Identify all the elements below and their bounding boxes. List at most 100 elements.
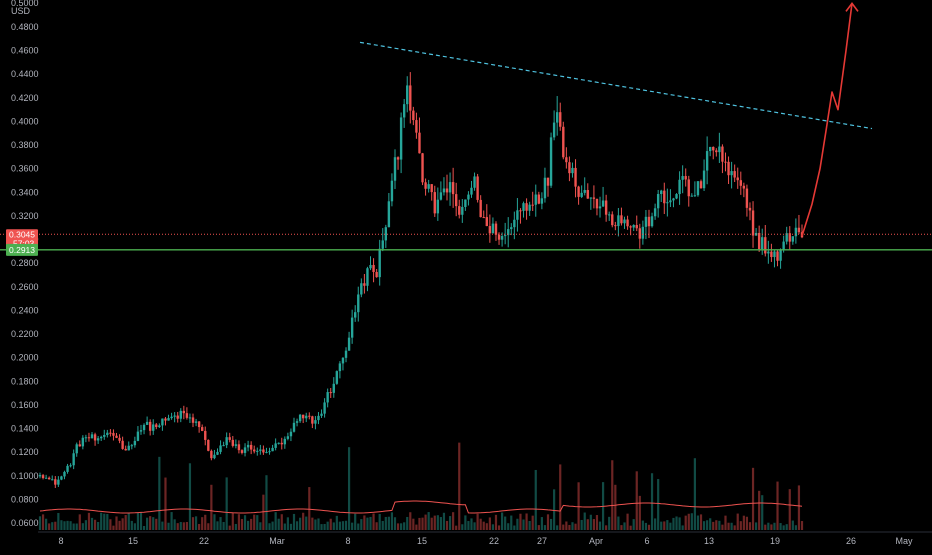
volume-bar bbox=[510, 515, 513, 530]
volume-bar bbox=[565, 521, 568, 530]
candle-body bbox=[537, 194, 541, 204]
volume-bar bbox=[78, 514, 81, 530]
candle-body bbox=[589, 197, 593, 199]
volume-bar bbox=[562, 524, 565, 530]
volume-bar bbox=[256, 515, 259, 530]
candle-body bbox=[660, 190, 663, 195]
x-tick-label: 15 bbox=[417, 536, 427, 546]
candle-body bbox=[565, 157, 568, 163]
volume-bar bbox=[586, 519, 589, 530]
candle-body bbox=[540, 198, 544, 204]
candle-body bbox=[78, 444, 81, 447]
volume-bar bbox=[198, 523, 201, 530]
y-tick-label: 0.2400 bbox=[11, 305, 39, 315]
volume-bar bbox=[742, 515, 745, 530]
volume-bar bbox=[372, 513, 375, 530]
volume-bar bbox=[758, 490, 761, 530]
candle-body bbox=[259, 449, 262, 451]
volume-bar bbox=[663, 521, 666, 530]
candle-body bbox=[130, 445, 134, 447]
volume-bar bbox=[800, 521, 804, 530]
volume-bar bbox=[381, 520, 384, 530]
candle-body bbox=[470, 187, 473, 195]
candle-body bbox=[118, 437, 121, 441]
candle-body bbox=[708, 146, 712, 152]
candle-body bbox=[396, 157, 400, 160]
x-tick-label: 19 bbox=[770, 536, 780, 546]
volume-bar bbox=[142, 526, 146, 530]
candle-body bbox=[727, 161, 730, 176]
volume-bar bbox=[90, 517, 94, 530]
candle-body bbox=[702, 170, 706, 189]
volume-bar bbox=[654, 518, 657, 530]
volume-bar bbox=[384, 516, 387, 530]
candle-body bbox=[773, 251, 776, 258]
candle-body bbox=[580, 192, 583, 197]
candle-body bbox=[363, 283, 366, 286]
candle-body bbox=[770, 251, 773, 258]
candle-body bbox=[632, 225, 635, 228]
candle-body bbox=[182, 410, 186, 414]
volume-bar bbox=[528, 521, 531, 530]
candle-body bbox=[626, 219, 629, 227]
volume-bar bbox=[690, 513, 693, 530]
volume-bar bbox=[155, 518, 158, 530]
candle-body bbox=[543, 177, 547, 199]
candle-body bbox=[179, 410, 182, 419]
volume-bar bbox=[641, 520, 644, 530]
volume-bar bbox=[87, 512, 91, 530]
candle-body bbox=[436, 199, 440, 214]
y-tick-label: 0.2000 bbox=[11, 353, 39, 363]
candle-body bbox=[473, 176, 476, 188]
volume-bar bbox=[534, 469, 537, 530]
candle-body bbox=[482, 217, 485, 219]
volume-bar bbox=[445, 520, 449, 530]
volume-bar bbox=[580, 519, 583, 530]
volume-bar bbox=[589, 514, 592, 530]
volume-bar bbox=[647, 524, 651, 530]
volume-bar bbox=[507, 523, 510, 530]
candle-body bbox=[552, 122, 556, 138]
candle-body bbox=[228, 437, 231, 440]
candle-body bbox=[534, 194, 537, 205]
volume-bar bbox=[501, 512, 504, 530]
volume-bar bbox=[103, 513, 106, 530]
volume-bar bbox=[770, 524, 773, 530]
candle-body bbox=[574, 167, 577, 187]
candle-body bbox=[93, 434, 97, 441]
candle-body bbox=[222, 445, 225, 447]
candle-layer bbox=[38, 72, 804, 488]
volume-bar bbox=[516, 518, 519, 530]
candle-body bbox=[555, 112, 559, 123]
volume-bar bbox=[424, 514, 427, 530]
candle-body bbox=[458, 206, 461, 215]
candle-body bbox=[415, 120, 418, 133]
volume-bar bbox=[546, 514, 550, 530]
candle-body bbox=[761, 237, 764, 250]
volume-bar bbox=[635, 471, 638, 530]
volume-bar bbox=[715, 520, 718, 530]
candle-body bbox=[785, 233, 788, 242]
candle-body bbox=[678, 179, 681, 195]
candle-body bbox=[782, 241, 785, 251]
candle-body bbox=[57, 479, 60, 485]
volume-bar bbox=[479, 518, 482, 530]
candle-body bbox=[522, 203, 525, 211]
candle-body bbox=[488, 226, 492, 234]
candle-body bbox=[81, 437, 85, 447]
volume-bar bbox=[712, 521, 715, 530]
candle-body bbox=[60, 476, 63, 480]
candle-body bbox=[338, 363, 342, 372]
volume-bar bbox=[755, 522, 758, 530]
candle-body bbox=[283, 438, 287, 445]
candle-body bbox=[497, 234, 501, 240]
candle-body bbox=[791, 236, 795, 242]
candle-body bbox=[66, 465, 69, 472]
volume-bar bbox=[681, 525, 684, 530]
volume-bar bbox=[556, 525, 559, 530]
candle-body bbox=[525, 203, 528, 211]
candle-body bbox=[571, 167, 574, 174]
volume-bar bbox=[577, 482, 580, 530]
volume-bar bbox=[170, 512, 173, 530]
